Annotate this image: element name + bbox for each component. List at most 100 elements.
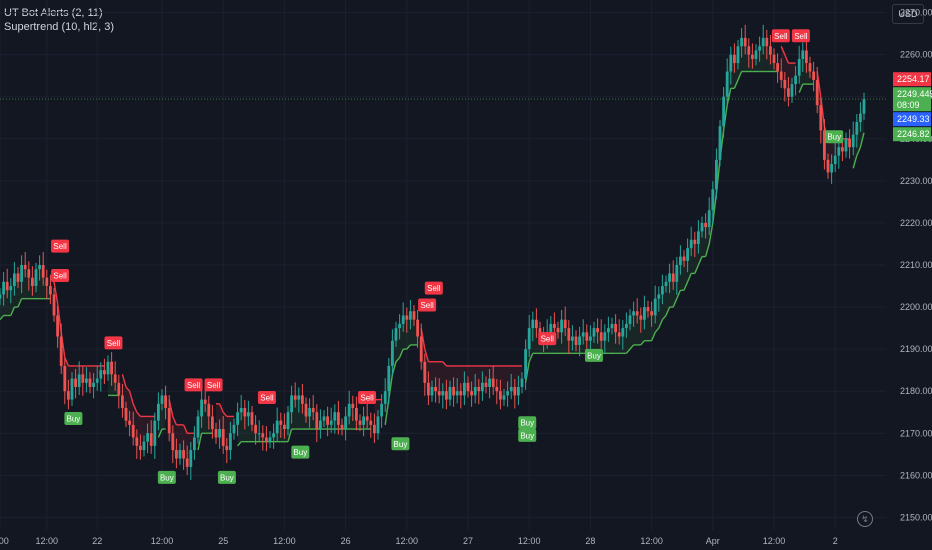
supertrend-line (197, 433, 203, 451)
candle-body (686, 248, 689, 261)
candle-body (416, 319, 419, 337)
sell-signal[interactable] (538, 332, 557, 346)
candle-body (711, 189, 715, 211)
x-tick-label: 27 (463, 536, 473, 546)
price-tag (893, 87, 931, 112)
signal-label: Sell (541, 335, 555, 344)
sell-signal[interactable] (184, 378, 203, 392)
sell-signal[interactable] (51, 269, 70, 283)
candle-body (826, 159, 830, 173)
buy-signal[interactable] (391, 437, 410, 451)
candle-body (315, 412, 319, 430)
candle-body (239, 408, 243, 413)
buy-signal[interactable] (157, 470, 176, 484)
currency-button[interactable]: USD (892, 4, 924, 24)
candle-body (369, 420, 373, 425)
candle-body (383, 391, 387, 404)
buy-signal[interactable] (518, 416, 537, 430)
candle-body (376, 416, 380, 434)
buy-signal[interactable] (584, 348, 603, 362)
supertrend-line (157, 428, 163, 438)
x-tick-label: 12:00 (518, 536, 541, 546)
candle-body (452, 386, 455, 396)
supertrend-line (420, 327, 426, 350)
candle-body (95, 378, 99, 383)
supertrend-line (56, 302, 62, 333)
candle-body (484, 382, 488, 387)
candle-body (805, 50, 808, 64)
y-tick-label: 2220.000 (900, 218, 932, 228)
supertrend-fill (792, 63, 796, 85)
sell-signal[interactable] (791, 29, 810, 43)
supertrend-line (726, 88, 732, 106)
sell-signal[interactable] (104, 336, 123, 350)
supertrend-indicator-label[interactable]: Supertrend (10, hl2, 3) (4, 21, 115, 33)
lightning-icon[interactable]: ↯ (857, 511, 873, 527)
candle-body (650, 311, 653, 316)
candle-body (254, 424, 257, 434)
supertrend-line (528, 353, 534, 363)
candle-body (448, 386, 452, 400)
buy-signal[interactable] (217, 470, 236, 484)
supertrend-fill (478, 365, 483, 392)
supertrend-fill (583, 332, 587, 354)
supertrend-line (737, 71, 743, 81)
supertrend-line (237, 441, 242, 447)
signal-label: Buy (827, 133, 841, 142)
candle-body (175, 450, 178, 459)
supertrend-fill (367, 420, 371, 430)
candle-body (819, 105, 823, 131)
y-tick-label: 2180.000 (900, 386, 932, 396)
candle-body (92, 382, 95, 387)
supertrend-fill (504, 365, 508, 396)
sell-signal[interactable] (418, 298, 437, 312)
supertrend-fill (7, 286, 11, 316)
buy-signal[interactable] (518, 428, 537, 442)
supertrend-fill (205, 403, 209, 434)
candle-body (675, 265, 679, 282)
supertrend-line (524, 361, 530, 383)
x-tick-label: 22 (92, 536, 102, 546)
signal-label: Buy (160, 473, 174, 482)
sell-signal[interactable] (424, 281, 443, 295)
supertrend-line (650, 332, 656, 341)
candle-body (293, 395, 297, 400)
signal-label: Buy (67, 415, 81, 424)
supertrend-fill (230, 416, 234, 434)
candle-body (128, 420, 131, 425)
y-tick-label: 2270.000 (900, 8, 932, 18)
buy-signal[interactable] (291, 445, 310, 459)
sell-signal[interactable] (204, 378, 223, 392)
candle-body (113, 374, 117, 383)
candle-body (13, 273, 16, 287)
buy-signal[interactable] (825, 130, 844, 144)
candle-body (304, 403, 308, 417)
sell-signal[interactable] (358, 391, 377, 405)
y-tick-label: 2150.000 (900, 512, 932, 522)
sell-signal[interactable] (257, 391, 276, 405)
candle-body (520, 378, 524, 387)
candle-body (81, 374, 85, 383)
supertrend-line (816, 71, 822, 97)
supertrend-line (222, 411, 228, 417)
candle-body (218, 429, 221, 438)
candle-body (700, 222, 704, 232)
signal-label: Buy (394, 440, 408, 449)
x-tick-label: 12:00 (640, 536, 663, 546)
candle-body (815, 79, 819, 106)
candle-body (409, 311, 412, 320)
candle-body (38, 265, 41, 270)
supertrend-fill (633, 311, 638, 345)
candle-body (398, 323, 401, 329)
candle-body (56, 315, 59, 337)
price-tag (893, 72, 931, 87)
candle-body (646, 307, 650, 312)
candle-body (848, 138, 851, 148)
y-tick-label: 2160.000 (900, 470, 932, 480)
candle-body (682, 256, 686, 261)
buy-signal[interactable] (64, 412, 83, 426)
candle-body (531, 319, 535, 329)
sell-signal[interactable] (771, 29, 790, 43)
sell-signal[interactable] (51, 239, 70, 253)
